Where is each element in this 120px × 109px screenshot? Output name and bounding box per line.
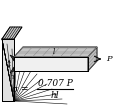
Bar: [14, 57, 88, 71]
Polygon shape: [10, 55, 14, 61]
Bar: [2, 39, 14, 101]
Polygon shape: [14, 47, 97, 57]
Text: hl: hl: [51, 90, 59, 100]
Text: σ =: σ =: [12, 84, 29, 94]
Bar: [14, 57, 88, 71]
Polygon shape: [2, 27, 22, 39]
Text: l: l: [53, 49, 55, 56]
Polygon shape: [10, 67, 14, 73]
Text: 0.707 P: 0.707 P: [38, 78, 72, 88]
Polygon shape: [88, 47, 97, 71]
Bar: [2, 39, 14, 101]
Text: h: h: [10, 73, 15, 81]
Text: P: P: [106, 55, 112, 63]
